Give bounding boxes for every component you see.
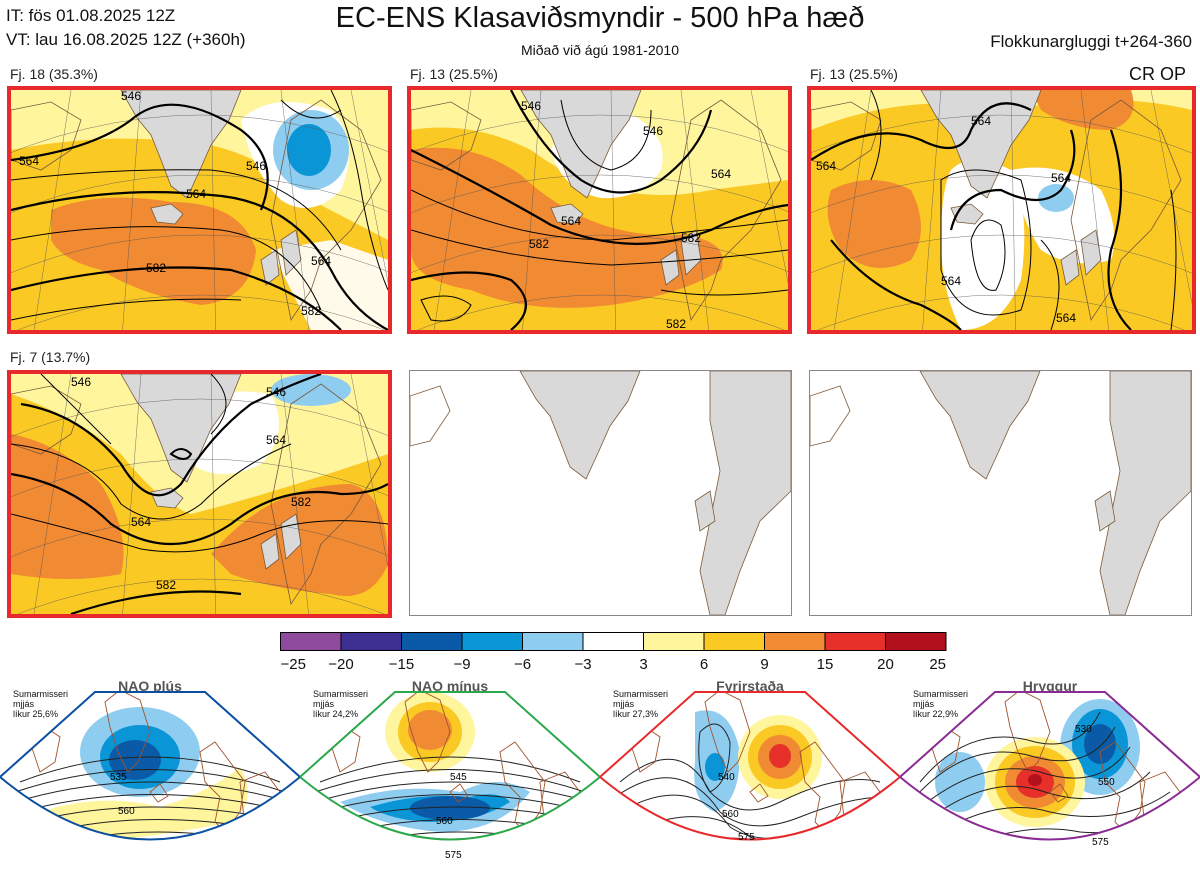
regime-nao-minus: NAO mínus Sumarmisseri mjjás líkur 24,2%: [300, 672, 600, 871]
contour-label: 564: [311, 254, 331, 268]
contour-label: 582: [156, 578, 176, 592]
contour-label: 564: [816, 159, 836, 173]
clustering-window: Flokkunargluggi t+264-360: [990, 32, 1192, 51]
contour-label: 564: [266, 433, 286, 447]
contour-label: 546: [521, 99, 541, 113]
colorbar-tick-label: 9: [760, 656, 768, 672]
regime-name: NAO mínus: [411, 678, 489, 694]
contour-label: 575: [1092, 837, 1109, 848]
cluster-3-label: Fj. 13 (25.5%): [810, 66, 898, 82]
contour-label: 564: [941, 274, 961, 288]
cluster-4-map: 546 564 564 582 582 546: [7, 370, 392, 618]
regime-blocking: Fyrirstaða Sumarmisseri mjjás líkur 27,3%: [600, 672, 900, 871]
colorbar-swatch: [885, 632, 947, 651]
colorbar-tick-label: 20: [877, 656, 894, 672]
control-run-label: CR OP: [1128, 64, 1186, 84]
colorbar-swatch: [824, 632, 886, 651]
cluster-1-map: 546 564 582 564 582 546 564: [7, 86, 392, 334]
contour-label: 540: [718, 772, 735, 783]
contour-label: 564: [131, 515, 151, 529]
colorbar-swatch: [401, 632, 463, 651]
page-title: EC-ENS Klasaviðsmyndir - 500 hPa hæð: [335, 2, 865, 34]
regime-season-info: Sumarmisseri mjjás líkur 27,3%: [613, 689, 669, 719]
contour-label: 535: [110, 772, 127, 783]
cluster-2-map: 546 564 546 564 582 582 582: [407, 86, 792, 334]
colorbar-swatch: [643, 632, 705, 651]
colorbar-swatch: [280, 632, 342, 651]
anomaly-colorbar: −25 −20 −15 −9 −6 −3 3 6 9 15 20 25: [280, 632, 947, 672]
initial-time: IT: fös 01.08.2025 12Z: [6, 6, 176, 25]
colorbar-tick-label: −15: [389, 656, 414, 672]
contour-label: 564: [971, 114, 991, 128]
colorbar-tick-label: 3: [639, 656, 647, 672]
regime-season-info: Sumarmisseri mjjás líkur 25,6%: [13, 689, 69, 719]
regime-name: NAO plús: [118, 678, 182, 694]
contour-label: 582: [301, 304, 321, 318]
regime-season-info: Sumarmisseri mjjás líkur 22,9%: [913, 689, 969, 719]
cluster-3-map: 564 564 564 564 564: [807, 86, 1196, 334]
colorbar-tick-label: −6: [514, 656, 531, 672]
colorbar-swatch: [340, 632, 402, 651]
contour-label: 564: [561, 214, 581, 228]
contour-label: 546: [246, 159, 266, 173]
valid-time: VT: lau 16.08.2025 12Z (+360h): [6, 30, 246, 49]
cluster-2-label: Fj. 13 (25.5%): [410, 66, 498, 82]
contour-label: 530: [1075, 724, 1092, 735]
contour-label: 546: [266, 385, 286, 399]
contour-label: 582: [291, 495, 311, 509]
empty-map-2: [809, 370, 1192, 616]
regime-season-info: Sumarmisseri mjjás líkur 24,2%: [313, 689, 369, 719]
contour-label: 582: [529, 237, 549, 251]
colorbar-tick-label: −25: [281, 656, 306, 672]
colorbar-tick-label: −9: [453, 656, 470, 672]
contour-label: 575: [738, 832, 755, 843]
contour-label: 564: [186, 187, 206, 201]
contour-label: 560: [436, 816, 453, 827]
contour-label: 560: [118, 806, 135, 817]
colorbar-tick-label: −20: [328, 656, 353, 672]
climatology-subtitle: Miðað við ágú 1981-2010: [520, 42, 679, 58]
contour-label: 582: [681, 231, 701, 245]
contour-label: 582: [666, 317, 686, 330]
contour-label: 545: [450, 772, 467, 783]
colorbar-tick-label: −3: [574, 656, 591, 672]
contour-label: 582: [146, 261, 166, 275]
contour-label: 564: [1056, 311, 1076, 325]
cluster-4-label: Fj. 7 (13.7%): [10, 349, 91, 365]
contour-label: 560: [722, 809, 739, 820]
contour-label: 564: [19, 154, 39, 168]
contour-label: 546: [643, 124, 663, 138]
regime-name: Hryggur: [1022, 678, 1078, 694]
colorbar-swatch: [461, 632, 523, 651]
colorbar-tick-label: 25: [929, 656, 946, 672]
colorbar-swatch: [582, 632, 644, 651]
colorbar-swatch: [522, 632, 584, 651]
contour-label: 550: [1098, 777, 1115, 788]
regime-name: Fyrirstaða: [716, 678, 784, 694]
colorbar-swatch: [764, 632, 826, 651]
contour-label: 564: [1051, 171, 1071, 185]
cluster-1-label: Fj. 18 (35.3%): [10, 66, 98, 82]
contour-label: 575: [445, 850, 462, 861]
regime-ridge: Hryggur Sumarmisseri mjjás líkur 22,9%: [900, 672, 1200, 871]
empty-map-1: [409, 370, 792, 616]
contour-label: 546: [71, 375, 91, 389]
contour-label: 546: [121, 90, 141, 103]
colorbar-swatch: [703, 632, 765, 651]
colorbar-tick-label: 6: [700, 656, 708, 672]
contour-label: 564: [711, 167, 731, 181]
colorbar-tick-label: 15: [817, 656, 834, 672]
regime-nao-plus: NAO plús Sumarmisseri mjjás líkur 25,6%: [0, 672, 300, 871]
